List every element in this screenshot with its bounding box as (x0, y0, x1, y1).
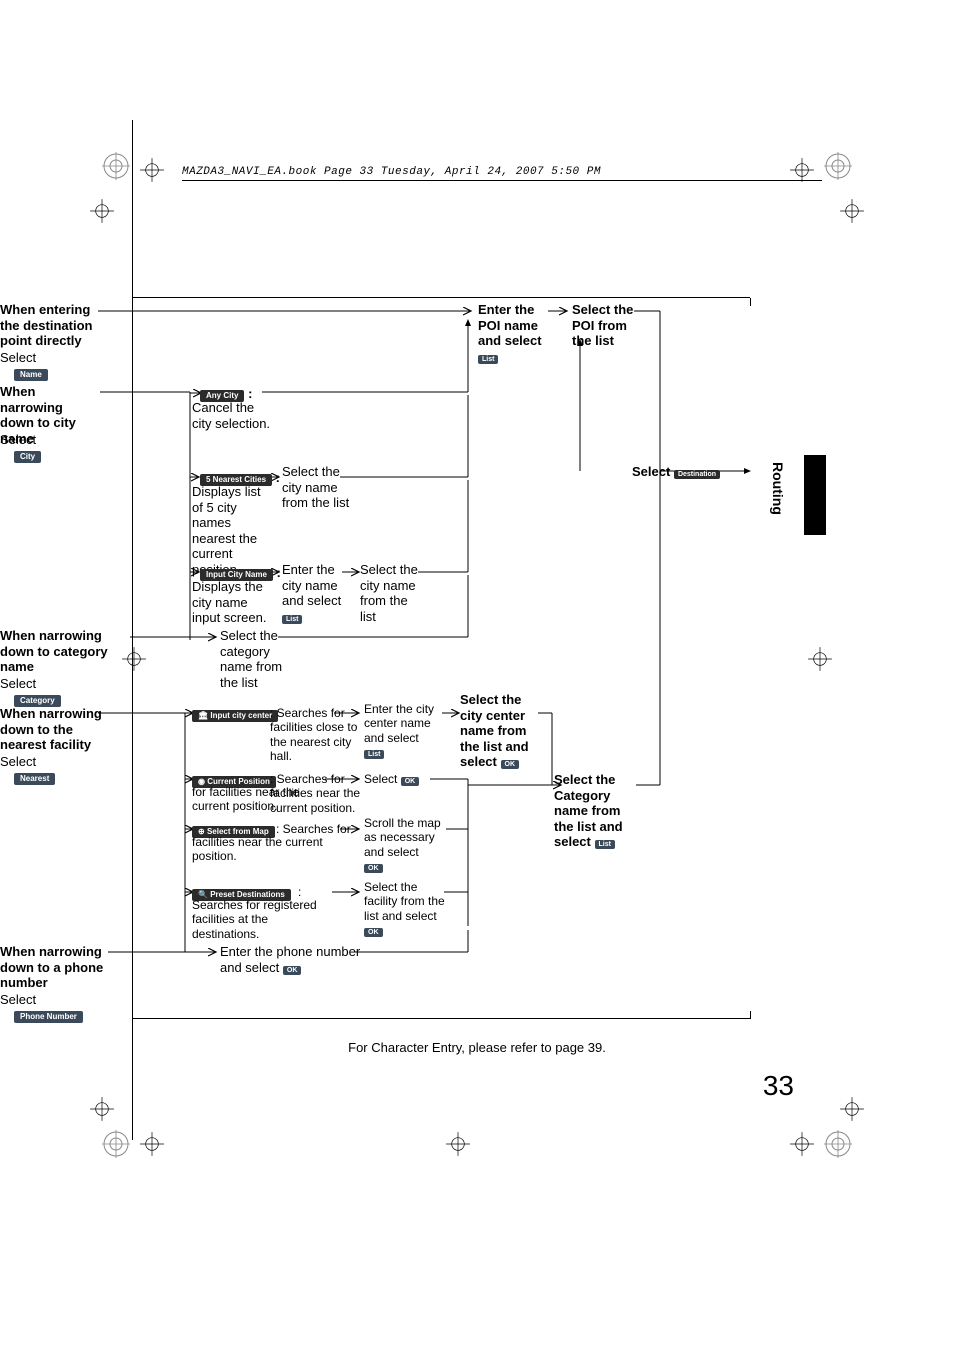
section-direct-action: Select (0, 350, 36, 366)
cancel-city-text: Cancel the city selection. (192, 400, 272, 431)
select-facility-text: Select the facility from the list and se… (364, 880, 446, 938)
current-pos-desc2: for facilities near the current position… (192, 785, 332, 814)
enter-center-text: Enter the city center name and select Li… (364, 702, 446, 760)
preset-desc: Searches for registered facilities at th… (192, 898, 332, 941)
name-button[interactable]: Name (14, 365, 48, 381)
list-button[interactable]: List (595, 840, 615, 849)
destination-button[interactable]: Destination (674, 470, 720, 479)
ok-button[interactable]: OK (364, 864, 383, 873)
select-category-list-text: Select the Category name from the list a… (554, 772, 642, 850)
list-button[interactable]: List (478, 355, 498, 364)
five-nearest-text: Displays list of 5 city names nearest th… (192, 484, 264, 578)
select-map-desc2: facilities near the current position. (192, 835, 332, 864)
ok-button[interactable]: OK (364, 928, 383, 937)
scroll-map-text: Scroll the map as necessary and select O… (364, 816, 448, 874)
select-poi-text: Select the POI from the list (572, 302, 644, 349)
section-city-action: Select (0, 432, 36, 448)
select-city-list2-text: Select the city name from the list (360, 562, 424, 624)
enter-poi-text: Enter the POI name and select List (478, 302, 550, 364)
input-center-desc: : Searches for facilities close to the n… (270, 706, 360, 764)
list-button[interactable]: List (282, 615, 302, 624)
section-phone-action: Select (0, 992, 36, 1008)
select-destination-text: Select Destination (632, 464, 720, 480)
category-button[interactable]: Category (14, 691, 61, 707)
section-direct-title: When entering the destination point dire… (0, 302, 100, 349)
section-category-title: When narrowing down to category name (0, 628, 130, 675)
section-nearest-title: When narrowing down to the nearest facil… (0, 706, 120, 753)
city-button[interactable]: City (14, 447, 41, 463)
section-category-action: Select (0, 676, 36, 692)
ok-button[interactable]: OK (283, 966, 302, 975)
ok-button[interactable]: OK (401, 777, 420, 786)
enter-phone-text: Enter the phone number and select OK (220, 944, 380, 975)
input-city-center-button[interactable]: 🏛 Input city center (192, 706, 278, 722)
list-button[interactable]: List (364, 750, 384, 759)
phone-number-button[interactable]: Phone Number (14, 1007, 83, 1023)
ok-button[interactable]: OK (501, 760, 520, 769)
nearest-button[interactable]: Nearest (14, 769, 55, 785)
flow-connectors (0, 0, 954, 1351)
section-phone-title: When narrowing down to a phone number (0, 944, 120, 991)
input-city-text: Displays the city name input screen. (192, 579, 272, 626)
section-nearest-action: Select (0, 754, 36, 770)
enter-city-text: Enter the city name and select List (282, 562, 350, 624)
select-city-list-text: Select the city name from the list (282, 464, 352, 511)
select-ok-text: Select OK (364, 772, 419, 786)
select-category-text: Select the category name from the list (220, 628, 300, 690)
select-center-text: Select the city center name from the lis… (460, 692, 542, 770)
